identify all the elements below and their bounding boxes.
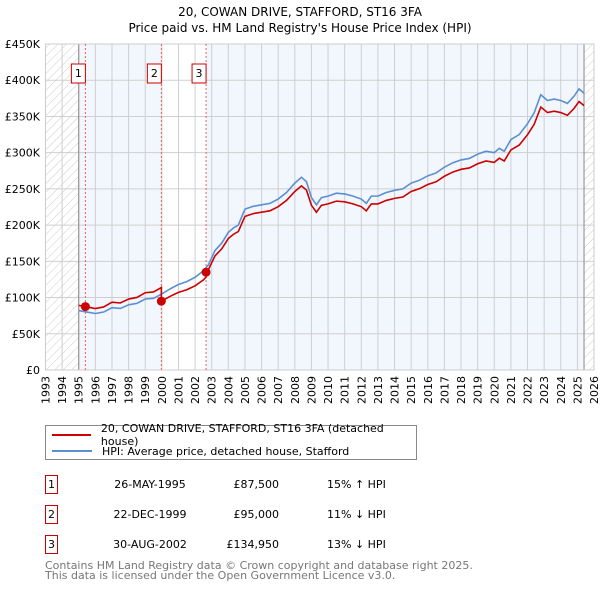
y-tick-label: £50K xyxy=(12,328,41,341)
chart-subtitle: Price paid vs. HM Land Registry's House … xyxy=(128,21,471,35)
x-tick-label: 2012 xyxy=(355,376,368,404)
x-tick-label: 2023 xyxy=(538,376,551,404)
table-row: 2 22-DEC-1999 £95,000 11% ↓ HPI xyxy=(45,505,465,527)
y-tick-label: £350K xyxy=(5,110,41,123)
sale-label-box xyxy=(146,63,162,84)
sale-label: 2 xyxy=(151,67,158,80)
legend-item-property: 20, COWAN DRIVE, STAFFORD, ST16 3FA (det… xyxy=(52,422,416,448)
x-tick-label: 2010 xyxy=(322,376,335,404)
legend-label: 20, COWAN DRIVE, STAFFORD, ST16 3FA (det… xyxy=(100,422,384,448)
footer-copyright: Contains HM Land Registry data © Crown c… xyxy=(45,559,473,572)
legend-label: HPI: Average price, detached house, Staf… xyxy=(102,444,350,458)
sale-point xyxy=(201,267,211,277)
legend-item-hpi: HPI: Average price, detached house, Staf… xyxy=(52,443,349,459)
sale-marker: 2 xyxy=(45,505,58,524)
x-tick-label: 2013 xyxy=(372,376,385,404)
x-tick-label: 2007 xyxy=(272,376,285,404)
y-tick-label: £300K xyxy=(5,147,41,160)
ownership-period-shade xyxy=(78,44,162,370)
x-tick-label: 2009 xyxy=(305,376,318,404)
sale-label-box xyxy=(191,63,207,84)
y-tick-label: £0 xyxy=(26,364,40,377)
sale-price: £134,950 xyxy=(226,538,280,551)
legend: 20, COWAN DRIVE, STAFFORD, ST16 3FA (det… xyxy=(45,422,417,460)
x-tick-label: 1995 xyxy=(73,376,86,404)
x-tick-label: 2015 xyxy=(405,376,418,404)
legend-swatch-red xyxy=(52,434,91,436)
sale-date: 26-MAY-1995 xyxy=(114,478,186,491)
x-tick-label: 2025 xyxy=(571,376,584,404)
x-tick-label: 2019 xyxy=(472,376,485,404)
x-tick-label: 2024 xyxy=(555,376,568,404)
sale-hpi-diff: 15% ↑ HPI xyxy=(327,478,386,491)
sale-marker: 1 xyxy=(45,475,58,494)
x-tick-label: 1999 xyxy=(139,376,152,404)
sale-point xyxy=(156,296,166,306)
y-tick-label: £100K xyxy=(5,292,41,305)
y-tick-label: £250K xyxy=(5,183,41,196)
x-tick-label: 2014 xyxy=(389,376,402,404)
sale-marker: 3 xyxy=(45,535,58,554)
y-tick-label: £450K xyxy=(5,38,41,51)
price-chart: 20, COWAN DRIVE, STAFFORD, ST16 3FA Price… xyxy=(5,5,600,404)
table-row: 3 30-AUG-2002 £134,950 13% ↓ HPI xyxy=(45,535,465,557)
footer-licence: This data is licensed under the Open Gov… xyxy=(45,569,396,582)
x-tick-label: 2017 xyxy=(438,376,451,404)
x-tick-label: 2018 xyxy=(455,376,468,404)
hpi-line xyxy=(78,87,585,315)
sale-hpi-diff: 11% ↓ HPI xyxy=(327,508,386,521)
y-tick-label: £200K xyxy=(5,219,41,232)
y-tick-label: £150K xyxy=(5,255,41,268)
x-tick-label: 2020 xyxy=(488,376,501,404)
x-tick-label: 1998 xyxy=(123,376,136,404)
table-row: 1 26-MAY-1995 £87,500 15% ↑ HPI xyxy=(45,475,465,497)
plot-border xyxy=(45,43,595,371)
sale-price: £87,500 xyxy=(233,478,280,491)
x-tick-label: 1994 xyxy=(56,376,69,404)
sale-date: 22-DEC-1999 xyxy=(113,508,187,521)
x-tick-label: 2008 xyxy=(289,376,302,404)
sale-label: 3 xyxy=(196,67,203,80)
sale-label-box xyxy=(70,63,86,84)
x-tick-label: 2000 xyxy=(156,376,169,404)
x-tick-label: 2001 xyxy=(172,376,185,404)
sale-point xyxy=(80,302,90,312)
x-tick-label: 2016 xyxy=(422,376,435,404)
x-tick-label: 2002 xyxy=(189,376,202,404)
x-tick-label: 2021 xyxy=(505,376,518,404)
x-tick-label: 2026 xyxy=(588,376,600,404)
legend-swatch-blue xyxy=(52,450,92,452)
y-tick-label: £400K xyxy=(5,74,41,87)
x-tick-label: 1993 xyxy=(40,376,53,404)
no-data-region-right xyxy=(584,44,594,370)
sale-hpi-diff: 13% ↓ HPI xyxy=(327,538,386,551)
x-tick-label: 1997 xyxy=(106,376,119,404)
sale-label: 1 xyxy=(75,67,82,80)
x-tick-label: 2004 xyxy=(222,376,235,404)
x-tick-label: 2006 xyxy=(256,376,269,404)
x-tick-label: 1996 xyxy=(89,376,102,404)
sale-price: £95,000 xyxy=(233,508,280,521)
x-tick-label: 2003 xyxy=(206,376,219,404)
x-tick-label: 2011 xyxy=(339,376,352,404)
chart-title: 20, COWAN DRIVE, STAFFORD, ST16 3FA xyxy=(178,5,423,19)
x-tick-label: 2022 xyxy=(522,376,535,404)
x-tick-label: 2005 xyxy=(239,376,252,404)
sale-date: 30-AUG-2002 xyxy=(113,538,187,551)
